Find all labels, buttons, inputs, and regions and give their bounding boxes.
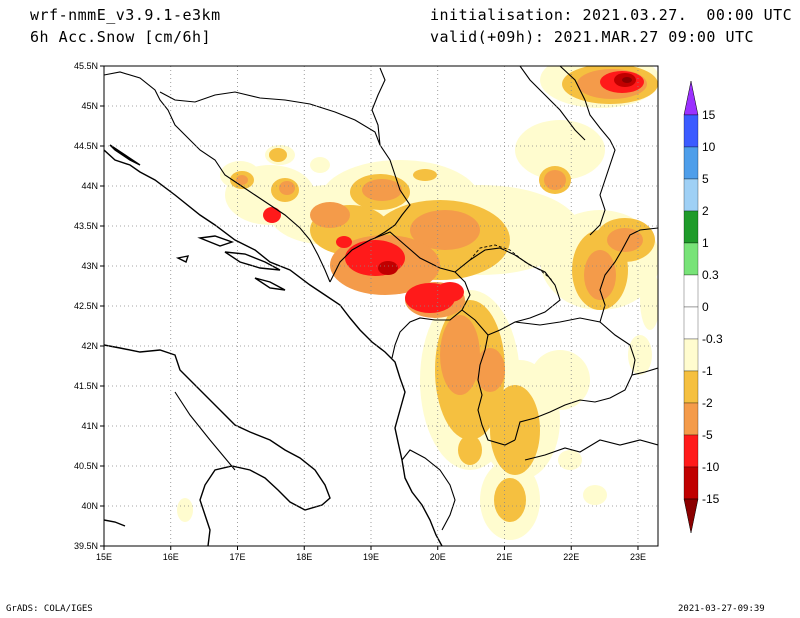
y-tick-label: 43.5N: [74, 221, 98, 231]
borders: [104, 66, 658, 531]
colorbar-label: 2: [702, 204, 709, 218]
x-tick-label: 16E: [163, 552, 179, 562]
colorbar-segment: [683, 402, 699, 436]
x-tick-label: 23E: [630, 552, 646, 562]
colorbar-segment: [683, 434, 699, 468]
colorbar-segment: [683, 466, 699, 500]
colorbar: 15 10 5 2 1 0.3 0 -0.3 -1 -2 -5 -10 -15: [683, 80, 723, 534]
y-tick-label: 41N: [81, 421, 98, 431]
x-tick-label: 18E: [296, 552, 312, 562]
coastlines: [104, 144, 443, 546]
colorbar-label: 5: [702, 172, 709, 186]
colorbar-segment: [683, 306, 699, 340]
colorbar-segment: [683, 338, 699, 372]
colorbar-label: 0: [702, 300, 709, 314]
y-axis: 45.5N 45N 44.5N 44N 43.5N 43N 42.5N 42N 41.5N 41N…: [74, 61, 104, 551]
y-tick-label: 40N: [81, 501, 98, 511]
colorbar-label: 1: [702, 236, 709, 250]
y-tick-label: 42N: [81, 341, 98, 351]
x-tick-label: 21E: [496, 552, 512, 562]
colorbar-label: -1: [702, 364, 713, 378]
colorbar-label: 15: [702, 108, 716, 122]
x-tick-label: 20E: [430, 552, 446, 562]
credit: GrADS: COLA/IGES: [6, 604, 93, 614]
x-tick-label: 17E: [229, 552, 245, 562]
colorbar-segment: [683, 146, 699, 180]
colorbar-label: -10: [702, 460, 720, 474]
colorbar-segment: [683, 178, 699, 212]
colorbar-top-arrow: [683, 80, 699, 116]
colorbar-segment: [683, 242, 699, 276]
y-tick-label: 42.5N: [74, 301, 98, 311]
x-axis: 15E 16E 17E 18E 19E 20E 21E 22E 23E: [96, 546, 646, 562]
colorbar-label: 0.3: [702, 268, 719, 282]
colorbar-segment: [683, 114, 699, 148]
colorbar-label: -0.3: [702, 332, 723, 346]
colorbar-label: -2: [702, 396, 713, 410]
gridlines: [104, 66, 658, 546]
y-tick-label: 44.5N: [74, 141, 98, 151]
field-title: 6h Acc.Snow [cm/6h]: [30, 28, 212, 46]
colorbar-label: 10: [702, 140, 716, 154]
x-tick-label: 19E: [363, 552, 379, 562]
y-tick-label: 44N: [81, 181, 98, 191]
colorbar-segment: [683, 210, 699, 244]
colorbar-segment: [683, 274, 699, 308]
y-tick-label: 40.5N: [74, 461, 98, 471]
disputed-border: [469, 244, 553, 281]
model-title: wrf-nmmE_v3.9.1-e3km: [30, 6, 221, 24]
colorbar-label: -5: [702, 428, 713, 442]
y-tick-label: 43N: [81, 261, 98, 271]
snow-field: [177, 66, 658, 540]
x-tick-label: 22E: [563, 552, 579, 562]
y-tick-label: 39.5N: [74, 541, 98, 551]
y-tick-label: 45.5N: [74, 61, 98, 71]
colorbar-label: -15: [702, 492, 720, 506]
y-tick-label: 45N: [81, 101, 98, 111]
y-tick-label: 41.5N: [74, 381, 98, 391]
colorbar-bottom-arrow: [683, 498, 699, 534]
valid-time: valid(+09h): 2021.MAR.27 09:00 UTC: [430, 28, 755, 46]
x-tick-label: 15E: [96, 552, 112, 562]
colorbar-segment: [683, 370, 699, 404]
init-time: initialisation: 2021.03.27. 00:00 UTC: [430, 6, 793, 24]
timestamp: 2021-03-27-09:39: [678, 604, 765, 614]
